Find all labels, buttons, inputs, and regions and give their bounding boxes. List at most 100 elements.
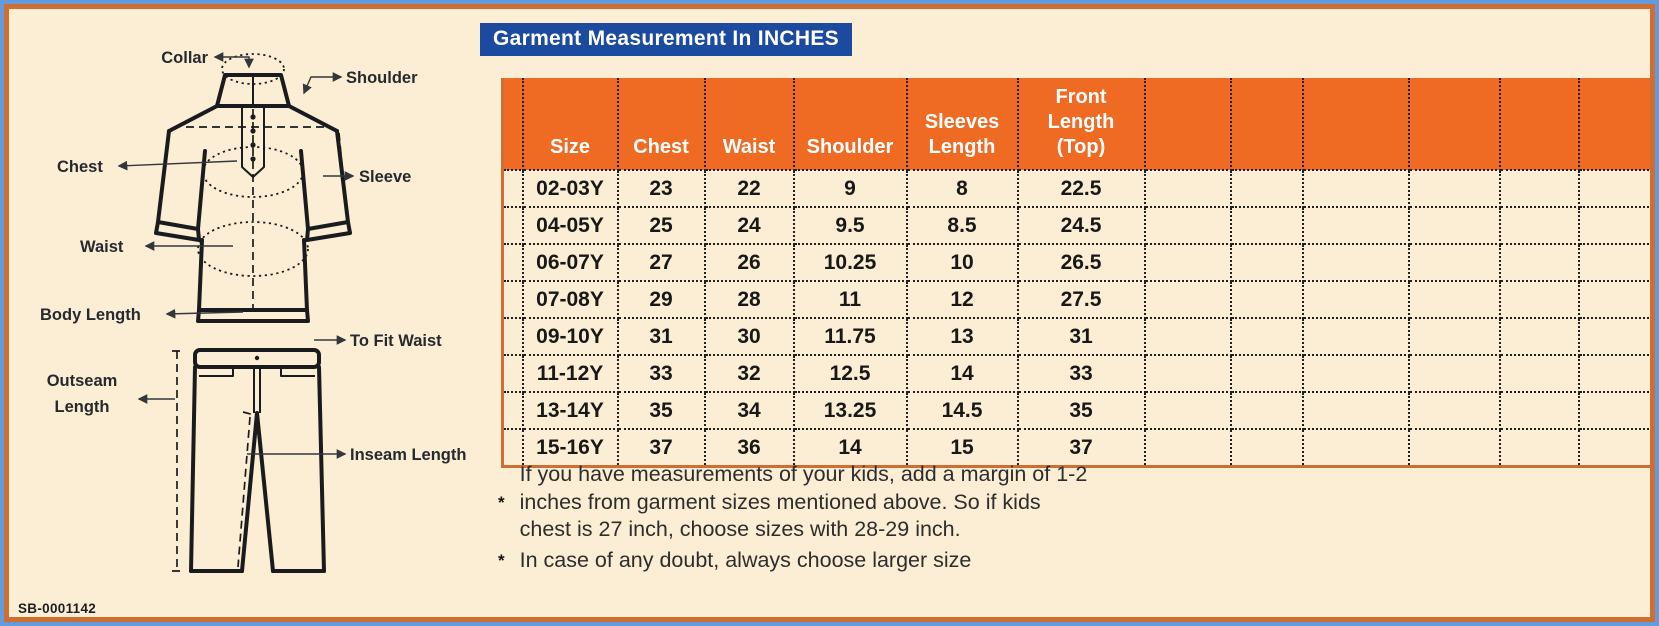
table-row: 02-03Y 23 22 9 8 22.5 bbox=[502, 169, 1650, 208]
row-gutter-cell bbox=[502, 354, 524, 393]
page-title: Garment Measurement In INCHES bbox=[480, 23, 852, 56]
table-empty-cell bbox=[1301, 354, 1410, 393]
size-table-body: 02-03Y 23 22 9 8 22.5 04-05Y 25 24 9.5 8.5 24.5 06-0… bbox=[502, 169, 1650, 468]
table-empty-cell bbox=[1229, 428, 1304, 468]
table-cell: 24.5 bbox=[1016, 206, 1146, 245]
table-empty-cell bbox=[1301, 169, 1410, 208]
row-gutter-cell bbox=[502, 169, 524, 208]
table-empty-cell bbox=[1577, 206, 1650, 245]
table-cell: 31 bbox=[1016, 317, 1146, 356]
table-empty-cell bbox=[1407, 317, 1501, 356]
table-cell: 33 bbox=[616, 354, 706, 393]
table-cell: 27.5 bbox=[1016, 280, 1146, 319]
table-empty-cell bbox=[1577, 169, 1650, 208]
header-cell: Shoulder bbox=[792, 78, 908, 171]
table-cell: 31 bbox=[616, 317, 706, 356]
table-empty-cell bbox=[1498, 243, 1580, 282]
table-empty-cell bbox=[1143, 391, 1232, 430]
table-cell: 27 bbox=[616, 243, 706, 282]
table-empty-cell bbox=[1407, 206, 1501, 245]
table-empty-cell bbox=[1577, 280, 1650, 319]
header-empty-cell bbox=[1301, 78, 1410, 171]
table-cell: 04-05Y bbox=[521, 206, 619, 245]
table-cell: 09-10Y bbox=[521, 317, 619, 356]
table-empty-cell bbox=[1143, 206, 1232, 245]
table-empty-cell bbox=[1143, 280, 1232, 319]
table-row: 07-08Y 29 28 11 12 27.5 bbox=[502, 280, 1650, 319]
table-empty-cell bbox=[1143, 169, 1232, 208]
table-empty-cell bbox=[1577, 243, 1650, 282]
note-2-text: In case of any doubt, always choose larg… bbox=[519, 548, 972, 572]
table-cell: 25 bbox=[616, 206, 706, 245]
table-cell: 26 bbox=[703, 243, 795, 282]
table-cell: 13 bbox=[905, 317, 1019, 356]
table-row: 09-10Y 31 30 11.75 13 31 bbox=[502, 317, 1650, 356]
label-chest: Chest bbox=[57, 158, 103, 176]
table-cell: 37 bbox=[616, 428, 706, 468]
row-gutter-cell bbox=[502, 391, 524, 430]
header-cell: Sleeves Length bbox=[905, 78, 1019, 171]
table-empty-cell bbox=[1301, 317, 1410, 356]
label-inseam-length: Inseam Length bbox=[350, 446, 466, 464]
table-empty-cell bbox=[1498, 391, 1580, 430]
table-cell: 22.5 bbox=[1016, 169, 1146, 208]
table-empty-cell bbox=[1498, 169, 1580, 208]
header-empty-cell bbox=[1143, 78, 1232, 171]
header-cell: Front Length (Top) bbox=[1016, 78, 1146, 171]
page-frame-orange: Collar Shoulder Chest Sleeve Waist Body … bbox=[4, 4, 1655, 622]
table-empty-cell bbox=[1577, 391, 1650, 430]
label-collar: Collar bbox=[161, 49, 208, 67]
table-cell: 8 bbox=[905, 169, 1019, 208]
table-empty-cell bbox=[1407, 354, 1501, 393]
row-gutter-cell bbox=[502, 206, 524, 245]
size-table-header-row: Size Chest Waist Shoulder Sleeves Length Fron… bbox=[502, 78, 1650, 171]
table-cell: 35 bbox=[1016, 391, 1146, 430]
table-cell: 9.5 bbox=[792, 206, 908, 245]
table-cell: 30 bbox=[703, 317, 795, 356]
table-cell: 15-16Y bbox=[521, 428, 619, 468]
table-cell: 12 bbox=[905, 280, 1019, 319]
label-outseam-length-line1: Outseam bbox=[47, 372, 118, 390]
table-cell: 9 bbox=[792, 169, 908, 208]
measurement-table: Size Chest Waist Shoulder Sleeves Length Fron… bbox=[501, 78, 1650, 468]
diagram-annotations: Collar Shoulder Chest Sleeve Waist Body … bbox=[40, 49, 466, 464]
table-empty-cell bbox=[1229, 169, 1304, 208]
asterisk-bullet: * bbox=[498, 492, 505, 512]
label-body-length: Body Length bbox=[40, 306, 141, 324]
label-outseam-length-line2: Length bbox=[55, 398, 110, 416]
table-empty-cell bbox=[1577, 317, 1650, 356]
product-code: SB-0001142 bbox=[18, 601, 97, 616]
table-empty-cell bbox=[1301, 428, 1410, 468]
row-gutter-cell bbox=[502, 317, 524, 356]
table-empty-cell bbox=[1407, 428, 1501, 468]
table-cell: 02-03Y bbox=[521, 169, 619, 208]
label-sleeve: Sleeve bbox=[359, 168, 411, 186]
table-empty-cell bbox=[1229, 354, 1304, 393]
table-empty-cell bbox=[1577, 354, 1650, 393]
table-cell: 10 bbox=[905, 243, 1019, 282]
table-cell: 11-12Y bbox=[521, 354, 619, 393]
header-empty-cell bbox=[1229, 78, 1304, 171]
pants-drawing bbox=[172, 348, 326, 573]
table-cell: 37 bbox=[1016, 428, 1146, 468]
table-cell: 33 bbox=[1016, 354, 1146, 393]
row-gutter-cell bbox=[502, 428, 524, 468]
table-empty-cell bbox=[1407, 169, 1501, 208]
table-row: 11-12Y 33 32 12.5 14 33 bbox=[502, 354, 1650, 393]
table-empty-cell bbox=[1143, 317, 1232, 356]
header-empty-cell bbox=[1407, 78, 1501, 171]
table-cell: 06-07Y bbox=[521, 243, 619, 282]
table-cell: 14 bbox=[905, 354, 1019, 393]
header-cell: Chest bbox=[616, 78, 706, 171]
table-empty-cell bbox=[1301, 243, 1410, 282]
table-row: 15-16Y 37 36 14 15 37 bbox=[502, 428, 1650, 468]
table-cell: 12.5 bbox=[792, 354, 908, 393]
label-shoulder: Shoulder bbox=[346, 69, 418, 87]
table-cell: 13.25 bbox=[792, 391, 908, 430]
table-cell: 11 bbox=[792, 280, 908, 319]
table-cell: 32 bbox=[703, 354, 795, 393]
table-empty-cell bbox=[1498, 317, 1580, 356]
table-cell: 13-14Y bbox=[521, 391, 619, 430]
table-empty-cell bbox=[1229, 280, 1304, 319]
